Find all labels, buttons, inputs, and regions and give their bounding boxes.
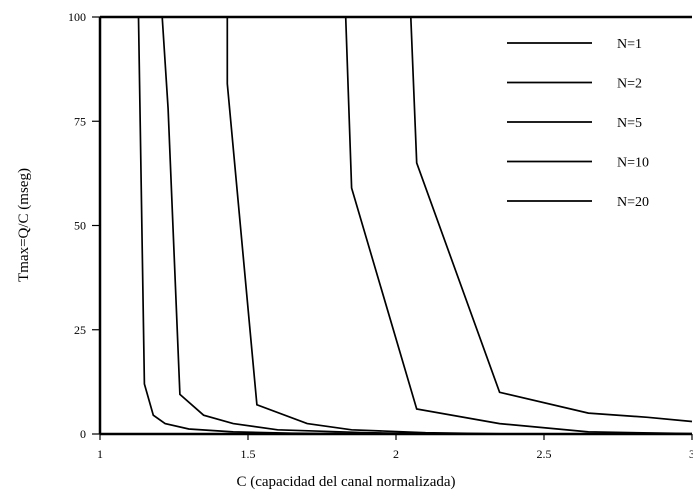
y-tick-label: 25: [74, 323, 86, 337]
legend-label: N=10: [617, 156, 649, 171]
series-line-n20: [409, 16, 693, 423]
legend-label: N=2: [617, 77, 642, 92]
y-tick-label: 75: [74, 114, 86, 128]
x-tick-label: 1.5: [241, 447, 256, 461]
tick-labels: 0 25 50 75 100 1 1.5 2 2.5 3: [68, 10, 693, 461]
series-line-n10: [344, 16, 693, 435]
series-lines: [137, 16, 693, 435]
y-tick-label: 50: [74, 219, 86, 233]
legend: N=1 N=2 N=5 N=10 N=20: [507, 37, 649, 210]
legend-label: N=1: [617, 37, 642, 52]
series-line-n1: [137, 16, 397, 435]
x-tick-label: 3: [689, 447, 693, 461]
y-tick-label: 0: [80, 427, 86, 441]
axes: [98, 15, 692, 436]
x-axis-title: C (capacidad del canal normalizada): [236, 474, 455, 490]
legend-label: N=5: [617, 116, 642, 131]
tick-marks: [92, 16, 693, 440]
series-line-n2: [161, 16, 456, 435]
y-tick-label: 100: [68, 10, 86, 24]
series-line-n5: [226, 17, 515, 435]
x-tick-label: 2: [393, 447, 399, 461]
x-tick-label: 1: [97, 447, 103, 461]
y-axis-title: Tmax=Q/C (mseg): [16, 168, 32, 282]
x-tick-label: 2.5: [537, 447, 552, 461]
legend-label: N=20: [617, 195, 649, 210]
